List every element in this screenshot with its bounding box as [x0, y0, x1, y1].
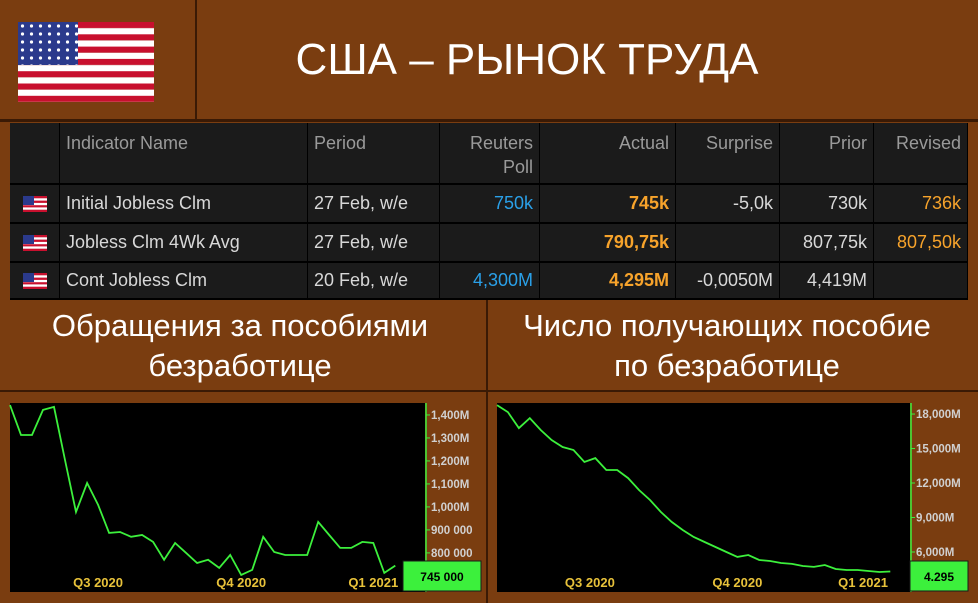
current-value-box [402, 560, 482, 592]
column-header: Reuters Poll [440, 123, 540, 185]
plot-area [10, 403, 425, 592]
y-tick-label: 18,000M [916, 409, 961, 421]
table-cell: Initial Jobless Clm [60, 185, 308, 224]
column-header: Surprise [676, 123, 780, 185]
x-tick-label: Q4 2020 [216, 575, 266, 590]
x-tick-label: Q1 2021 [348, 575, 398, 590]
y-tick-label: 12,000M [916, 478, 961, 490]
row-flag [10, 185, 60, 224]
row-flag [10, 224, 60, 263]
us-flag [22, 234, 47, 251]
plot-area [497, 403, 910, 592]
column-header: Period [308, 123, 440, 185]
y-tick-label: 6,000M [916, 547, 954, 559]
table-cell: 750k [440, 185, 540, 224]
y-tick-label: 1,000M [431, 502, 469, 514]
table-cell: -0,0050M [676, 263, 780, 300]
table-cell: 790,75k [540, 224, 676, 263]
table-cell: 807,50k [874, 224, 968, 263]
x-tick-label: Q4 2020 [712, 575, 762, 590]
us-flag [22, 272, 47, 289]
table-cell: 27 Feb, w/e [308, 224, 440, 263]
y-tick-label: 1,400M [431, 410, 469, 422]
table-cell: 745k [540, 185, 676, 224]
data-line [496, 404, 891, 573]
y-tick-label: 1,200M [431, 456, 469, 468]
x-tick-label: Q3 2020 [73, 575, 123, 590]
table-cell: -5,0k [676, 185, 780, 224]
y-tick-label: 800 000 [431, 548, 473, 560]
column-header: Indicator Name [60, 123, 308, 185]
divider [486, 300, 488, 603]
current-value-label: 4.295 [924, 570, 954, 584]
table-cell: Cont Jobless Clm [60, 263, 308, 300]
divider [0, 119, 978, 122]
table-cell: 4,300M [440, 263, 540, 300]
column-header: Prior [780, 123, 874, 185]
page-title: США – РЫНОК ТРУДА [295, 35, 759, 84]
table-cell: Jobless Clm 4Wk Avg [60, 224, 308, 263]
data-line [9, 404, 396, 577]
row-flag [10, 263, 60, 300]
header-cell [10, 123, 60, 185]
table-cell: 730k [780, 185, 874, 224]
y-tick-label: 15,000M [916, 444, 961, 456]
y-tick-label: 1,300M [431, 433, 469, 445]
chart: Q3 2020 Q4 2020 Q1 2021 1,400M 1,300M 1,200M 1… [9, 403, 482, 592]
table-cell: 807,75k [780, 224, 874, 263]
x-tick-label: Q3 2020 [565, 575, 615, 590]
us-flag [18, 22, 154, 102]
current-value-box [909, 560, 969, 592]
table-cell: 4,419M [780, 263, 874, 300]
table-cell: 20 Feb, w/e [308, 263, 440, 300]
y-tick-label: 9,000M [916, 513, 954, 525]
table-cell: 736k [874, 185, 968, 224]
us-flag [22, 195, 47, 212]
table-cell [676, 224, 780, 263]
table-cell: 27 Feb, w/e [308, 185, 440, 224]
y-tick-label: 900 000 [431, 525, 473, 537]
divider [0, 390, 978, 392]
column-header: Actual [540, 123, 676, 185]
y-tick-label: 1,100M [431, 479, 469, 491]
column-header: Revised [874, 123, 968, 185]
table-cell: 4,295M [540, 263, 676, 300]
table-cell [440, 224, 540, 263]
table-cell [874, 263, 968, 300]
divider [195, 0, 197, 120]
section-title: Обращения за пособиями безработице [51, 308, 429, 383]
x-tick-label: Q1 2021 [838, 575, 888, 590]
data-table: Indicator Name Period Reuters Poll Actual Su… [10, 123, 968, 300]
current-value-label: 745 000 [420, 570, 464, 584]
chart: Q3 2020 Q4 2020 Q1 2021 18,000M 15,000M 12,00… [496, 403, 969, 592]
section-title: Число получающих пособие по безработице [523, 308, 931, 383]
